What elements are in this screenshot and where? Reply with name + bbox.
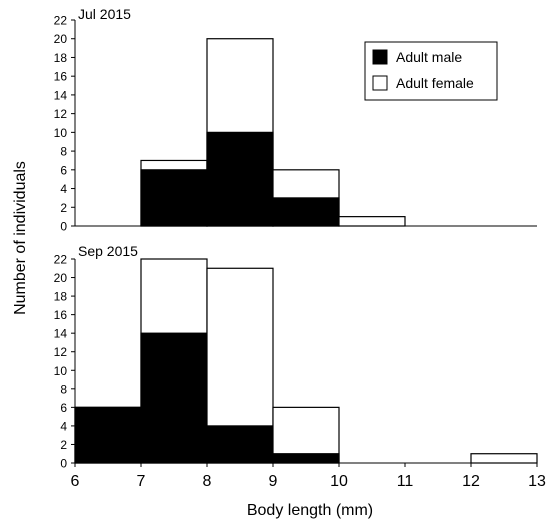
x-tick-label: 10: [330, 473, 348, 490]
x-tick-label: 6: [71, 473, 80, 490]
y-tick-label: 0: [60, 457, 67, 471]
y-tick-label: 6: [60, 163, 67, 177]
bar-adult-female: [470, 453, 538, 464]
y-tick-label: 2: [60, 201, 67, 215]
y-tick-label: 20: [54, 271, 68, 285]
bar-adult-male: [206, 425, 274, 464]
y-tick-label: 10: [54, 126, 68, 140]
y-tick-label: 4: [60, 182, 67, 196]
legend-label-adult-female: Adult female: [396, 75, 474, 91]
y-tick-label: 14: [54, 88, 68, 102]
x-tick-label: 13: [528, 473, 546, 490]
bar-adult-female: [338, 216, 406, 227]
bar-adult-male: [140, 332, 208, 464]
y-tick-label: 18: [54, 51, 68, 65]
panel-title-jul-2015: Jul 2015: [78, 6, 131, 22]
bar-adult-male: [140, 169, 208, 227]
x-tick-label: 8: [203, 473, 212, 490]
x-axis-label: Body length (mm): [247, 502, 373, 519]
y-tick-label: 20: [54, 32, 68, 46]
y-tick-label: 16: [54, 308, 68, 322]
bar-adult-male: [272, 453, 340, 464]
y-tick-label: 12: [54, 107, 68, 121]
y-tick-label: 22: [54, 253, 68, 267]
y-tick-label: 18: [54, 290, 68, 304]
legend-swatch-adult-male: [372, 49, 388, 65]
x-tick-label: 7: [137, 473, 146, 490]
y-tick-label: 10: [54, 364, 68, 378]
bar-adult-male: [272, 197, 340, 227]
y-tick-label: 16: [54, 70, 68, 84]
legend-swatch-adult-female: [372, 75, 388, 91]
legend-label-adult-male: Adult male: [396, 49, 462, 65]
x-tick-label: 12: [462, 473, 480, 490]
y-tick-label: 2: [60, 438, 67, 452]
y-tick-label: 14: [54, 327, 68, 341]
panel-sep-2015: 0 2 4 6 8 10 12 14 16 18 20 22 6 7 8 9 10 11 12 13: [54, 253, 546, 491]
y-tick-label: 0: [60, 220, 67, 234]
y-tick-label: 22: [54, 14, 68, 28]
bar-adult-male: [206, 131, 274, 227]
x-tick-label: 11: [397, 473, 414, 490]
y-tick-label: 8: [60, 145, 67, 159]
panel-title-sep-2015: Sep 2015: [78, 243, 138, 259]
x-tick-label: 9: [269, 473, 278, 490]
legend: Adult male Adult female: [364, 41, 498, 101]
y-tick-label: 6: [60, 401, 67, 415]
y-tick-label: 4: [60, 419, 67, 433]
y-tick-label: 8: [60, 382, 67, 396]
y-tick-label: 12: [54, 345, 68, 359]
panel-jul-2015: 0 2 4 6 8 10 12 14 16 18 20 22: [54, 14, 537, 234]
bar-adult-male: [74, 406, 142, 464]
y-axis-label: Number of individuals: [12, 161, 29, 315]
